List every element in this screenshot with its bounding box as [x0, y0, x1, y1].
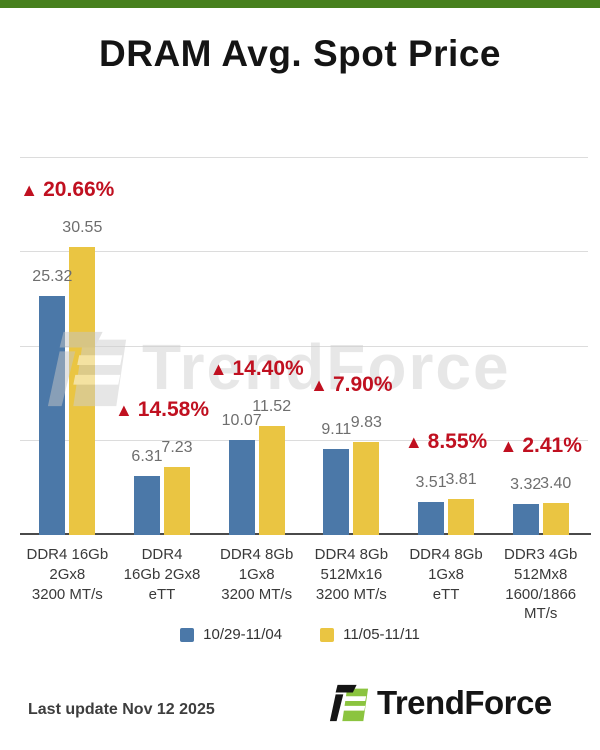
category-label: DDR4 16Gb 2Gx8 eTT: [123, 546, 201, 603]
bar-11/05-11/11: [448, 499, 475, 535]
legend-label: 11/05-11/11: [343, 626, 420, 643]
bar-10/29-11/04: [228, 440, 255, 535]
value-label: 3.51: [415, 473, 447, 491]
bar-11/05-11/11: [164, 466, 190, 535]
change-badge: ▲ 20.66%: [20, 178, 115, 202]
bar-pair: 9.11 9.83: [321, 415, 382, 535]
bar-pair: 10.07 11.52: [222, 399, 291, 535]
bar-10/29-11/04: [39, 296, 66, 535]
trendforce-logo: TrendForce: [328, 681, 552, 723]
bar-group: ▲ 14.58% 6.31 7.23: [115, 145, 210, 535]
legend-swatch: [320, 627, 335, 642]
up-triangle-icon: ▲: [310, 375, 328, 396]
bar-group: ▲ 20.66% 25.32 30.55: [20, 145, 115, 535]
bar-slot: 3.51: [415, 474, 447, 535]
change-badge: ▲ 14.58%: [114, 397, 210, 421]
value-label: 9.11: [321, 421, 352, 439]
category-label: DDR4 8Gb 512Mx16 3200 MT/s: [314, 546, 389, 603]
bar-slot: 3.81: [445, 472, 477, 535]
brand-name: TrendForce: [377, 683, 552, 721]
x-axis-line: [20, 533, 591, 535]
bar-slot: 3.32: [510, 476, 541, 535]
gridline-10: [20, 439, 588, 441]
bar-10/29-11/04: [323, 449, 350, 535]
bar-pair: 3.32 3.40: [510, 475, 571, 535]
bar-pair: 3.51 3.81: [415, 472, 477, 535]
bar-10/29-11/04: [134, 475, 160, 535]
category-label: DDR4 8Gb 1Gx8 3200 MT/s: [220, 546, 294, 603]
bar-slot: 9.83: [351, 415, 382, 535]
up-triangle-icon: ▲: [404, 432, 423, 453]
value-label: 30.55: [62, 219, 103, 237]
bar-slot: 6.31: [131, 448, 163, 535]
change-badge: ▲ 14.40%: [209, 357, 304, 381]
up-triangle-icon: ▲: [114, 399, 133, 420]
bar-slot: 25.32: [32, 269, 72, 535]
x-axis-labels: DDR4 16Gb 2Gx8 3200 MT/s DDR4 16Gb 2Gx8 eTT DD…: [20, 545, 588, 624]
gridline-30: [20, 251, 588, 253]
legend-swatch: [180, 627, 195, 642]
bar-slot: 30.55: [62, 220, 102, 535]
bar-slot: 3.40: [540, 475, 571, 535]
trendforce-logo-icon: [329, 684, 369, 722]
legend-item: 10/29-11/04: [180, 626, 282, 643]
top-accent-bar: [0, 0, 600, 8]
change-badge: ▲ 2.41%: [499, 433, 582, 457]
page-title: DRAM Avg. Spot Price: [99, 33, 501, 74]
bar-group: ▲ 2.41% 3.32 3.40: [493, 145, 588, 535]
bar-11/05-11/11: [258, 426, 285, 535]
change-badge: ▲ 8.55%: [404, 430, 488, 454]
legend-item: 11/05-11/11: [320, 626, 420, 643]
gridline-40: [20, 157, 588, 158]
bar-slot: 9.11: [321, 422, 351, 535]
up-triangle-icon: ▲: [20, 180, 39, 201]
bar-10/29-11/04: [418, 501, 445, 535]
value-label: 7.23: [161, 438, 193, 456]
bar-pair: 25.32 30.55: [32, 220, 102, 535]
gridline-20: [20, 345, 588, 347]
value-label: 10.07: [221, 412, 262, 430]
last-update-label: Last update Nov 12 2025: [28, 701, 215, 718]
value-label: 11.52: [252, 398, 292, 416]
legend-label: 10/29-11/04: [203, 626, 283, 643]
bar-11/05-11/11: [69, 247, 96, 535]
bar-pair: 6.31 7.23: [131, 439, 193, 535]
value-label: 6.31: [131, 447, 163, 465]
bar-11/05-11/11: [353, 442, 380, 535]
bar-11/05-11/11: [542, 502, 569, 535]
bar-slot: 10.07: [222, 413, 262, 535]
change-badge: ▲ 7.90%: [310, 373, 393, 397]
category-label: DDR4 16Gb 2Gx8 3200 MT/s: [26, 546, 109, 603]
up-triangle-icon: ▲: [499, 435, 518, 456]
chart-plot-area: ▲ 20.66% 25.32 30.55 ▲ 14.58% 6.31 7.23 ▲ 14.40% 1…: [20, 145, 591, 535]
bar-group: ▲ 8.55% 3.51 3.81: [399, 145, 494, 535]
value-label: 3.40: [540, 474, 572, 492]
value-label: 9.83: [350, 414, 382, 432]
up-triangle-icon: ▲: [209, 359, 228, 380]
category-label: DDR3 4Gb 512Mx8 1600/1866 MT/s: [504, 546, 578, 623]
bar-group: ▲ 14.40% 10.07 11.52: [209, 145, 304, 535]
value-label: 25.32: [32, 268, 73, 286]
value-label: 3.32: [510, 475, 542, 493]
value-label: 3.81: [445, 471, 477, 489]
bar-10/29-11/04: [512, 503, 539, 535]
bar-slot: 11.52: [252, 399, 291, 535]
bar-groups: ▲ 20.66% 25.32 30.55 ▲ 14.58% 6.31 7.23 ▲ 14.40% 1…: [20, 145, 588, 535]
bar-slot: 7.23: [161, 439, 193, 535]
legend: 10/29-11/04 11/05-11/11: [0, 626, 600, 643]
bar-group: ▲ 7.90% 9.11 9.83: [304, 145, 399, 535]
category-label: DDR4 8Gb 1Gx8 eTT: [409, 546, 483, 603]
